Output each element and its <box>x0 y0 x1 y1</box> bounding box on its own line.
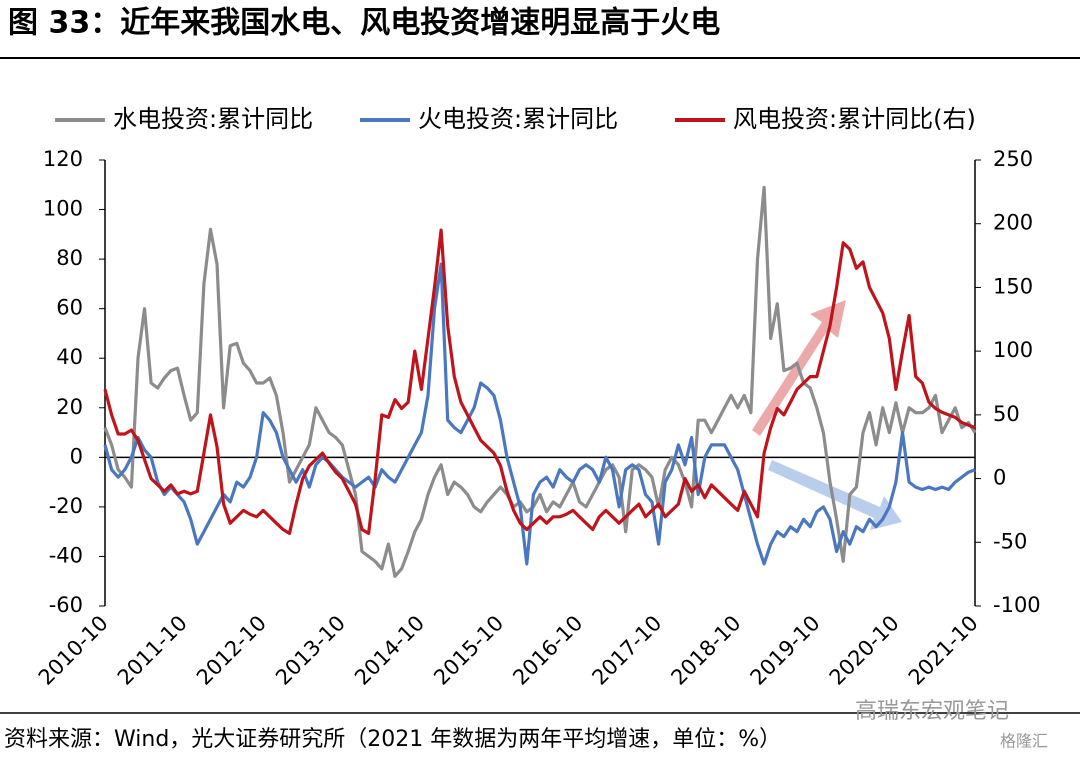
down-arrow <box>768 460 902 530</box>
x-tick-label: 2018-10 <box>666 611 745 690</box>
y-tick-label: 80 <box>56 246 83 270</box>
y-tick-label: 0 <box>70 444 83 468</box>
chart-title: 图 33：近年来我国水电、风电投资增速明显高于火电 <box>8 6 720 41</box>
legend-label: 水电投资:累计同比 <box>113 105 313 133</box>
series-line <box>103 262 976 566</box>
x-tick-label: 2021-10 <box>904 611 983 690</box>
y-tick-label: 100 <box>43 197 83 221</box>
y-tick-label: -60 <box>49 593 83 617</box>
x-tick-label: 2015-10 <box>429 611 508 690</box>
y-tick-label: 120 <box>43 147 83 171</box>
y-tick-label: -20 <box>49 494 83 518</box>
y2-tick-label: 50 <box>993 402 1020 426</box>
x-tick-label: 2012-10 <box>192 611 271 690</box>
watermark: 高瑞东宏观笔记 <box>855 699 1009 724</box>
series-line <box>103 228 976 535</box>
y-tick-label: 20 <box>56 395 83 419</box>
y2-tick-label: 250 <box>993 147 1033 171</box>
y2-tick-label: -50 <box>993 529 1027 553</box>
legend-label: 火电投资:累计同比 <box>418 105 618 133</box>
x-tick-label: 2013-10 <box>271 611 350 690</box>
x-tick-label: 2010-10 <box>34 611 113 690</box>
x-tick-label: 2019-10 <box>746 611 825 690</box>
x-tick-label: 2016-10 <box>508 611 587 690</box>
x-tick-label: 2020-10 <box>825 611 904 690</box>
x-tick-label: 2011-10 <box>113 611 192 690</box>
y2-tick-label: 150 <box>993 274 1033 298</box>
legend-label: 风电投资:累计同比(右) <box>733 105 976 133</box>
y-tick-label: 40 <box>56 345 83 369</box>
y2-tick-label: 0 <box>993 466 1006 490</box>
y2-tick-label: -100 <box>993 593 1041 617</box>
y2-tick-label: 200 <box>993 211 1033 235</box>
series-line <box>103 185 977 578</box>
watermark: 格隆汇 <box>1000 732 1048 751</box>
x-tick-label: 2014-10 <box>350 611 429 690</box>
y-tick-label: 60 <box>56 296 83 320</box>
y-tick-label: -40 <box>49 543 83 567</box>
x-tick-label: 2017-10 <box>587 611 666 690</box>
y2-tick-label: 100 <box>993 338 1033 362</box>
source-note: 资料来源：Wind，光大证券研究所（2021 年数据为两年平均增速，单位：%） <box>4 727 781 752</box>
